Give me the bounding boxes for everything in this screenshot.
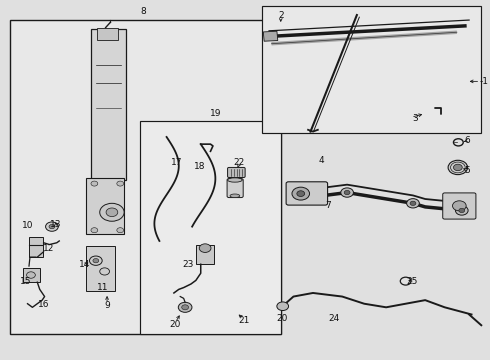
Text: 11: 11 <box>98 283 109 292</box>
Circle shape <box>199 244 211 252</box>
Text: 19: 19 <box>210 109 221 118</box>
Text: 20: 20 <box>276 314 288 323</box>
Text: 10: 10 <box>22 221 33 230</box>
Circle shape <box>46 222 58 231</box>
Circle shape <box>448 160 467 175</box>
Circle shape <box>182 305 189 310</box>
Bar <box>86 246 115 291</box>
Bar <box>91 30 126 180</box>
Bar <box>262 6 481 134</box>
Bar <box>23 268 40 282</box>
Circle shape <box>90 256 102 265</box>
Text: -1: -1 <box>479 77 488 86</box>
Text: 3: 3 <box>413 114 418 123</box>
Circle shape <box>100 203 124 221</box>
FancyBboxPatch shape <box>286 182 328 205</box>
Text: 25: 25 <box>406 276 417 285</box>
Circle shape <box>117 181 123 186</box>
Text: 14: 14 <box>79 260 91 269</box>
FancyBboxPatch shape <box>227 167 245 177</box>
Circle shape <box>178 302 192 312</box>
Text: 7: 7 <box>326 201 331 210</box>
Text: 16: 16 <box>38 300 49 309</box>
Bar <box>86 178 124 234</box>
Bar <box>10 21 281 334</box>
Circle shape <box>344 190 350 195</box>
Text: 2: 2 <box>278 10 284 19</box>
Bar <box>140 121 281 334</box>
Circle shape <box>100 268 109 275</box>
Text: 24: 24 <box>328 314 340 323</box>
Circle shape <box>459 208 465 213</box>
FancyBboxPatch shape <box>227 179 243 198</box>
Text: 12: 12 <box>43 244 54 253</box>
Circle shape <box>277 302 289 311</box>
Bar <box>263 31 278 41</box>
Circle shape <box>93 258 99 263</box>
Circle shape <box>453 164 462 171</box>
Circle shape <box>91 228 98 233</box>
FancyBboxPatch shape <box>443 193 476 219</box>
Circle shape <box>410 201 416 206</box>
Text: 22: 22 <box>233 158 245 167</box>
Bar <box>98 28 118 40</box>
Text: 20: 20 <box>170 320 181 329</box>
Circle shape <box>106 208 118 217</box>
Text: 4: 4 <box>319 157 324 166</box>
Text: 9: 9 <box>104 301 110 310</box>
Circle shape <box>407 199 419 208</box>
Text: 15: 15 <box>20 276 32 285</box>
Circle shape <box>117 228 123 233</box>
Bar <box>196 244 215 264</box>
Ellipse shape <box>230 194 240 198</box>
Text: 13: 13 <box>50 220 62 229</box>
Circle shape <box>297 191 305 197</box>
Text: 18: 18 <box>194 162 205 171</box>
Text: 8: 8 <box>140 7 146 16</box>
Text: 21: 21 <box>238 316 249 325</box>
Circle shape <box>292 187 310 200</box>
Text: 23: 23 <box>182 260 193 269</box>
Text: 5: 5 <box>465 166 470 175</box>
Circle shape <box>452 201 466 211</box>
Circle shape <box>26 272 35 278</box>
Bar <box>29 237 43 257</box>
Text: 17: 17 <box>171 158 182 167</box>
Circle shape <box>91 181 98 186</box>
Ellipse shape <box>227 178 242 182</box>
Circle shape <box>455 206 468 215</box>
Circle shape <box>341 188 353 197</box>
Circle shape <box>49 225 55 229</box>
Text: 6: 6 <box>465 136 470 145</box>
